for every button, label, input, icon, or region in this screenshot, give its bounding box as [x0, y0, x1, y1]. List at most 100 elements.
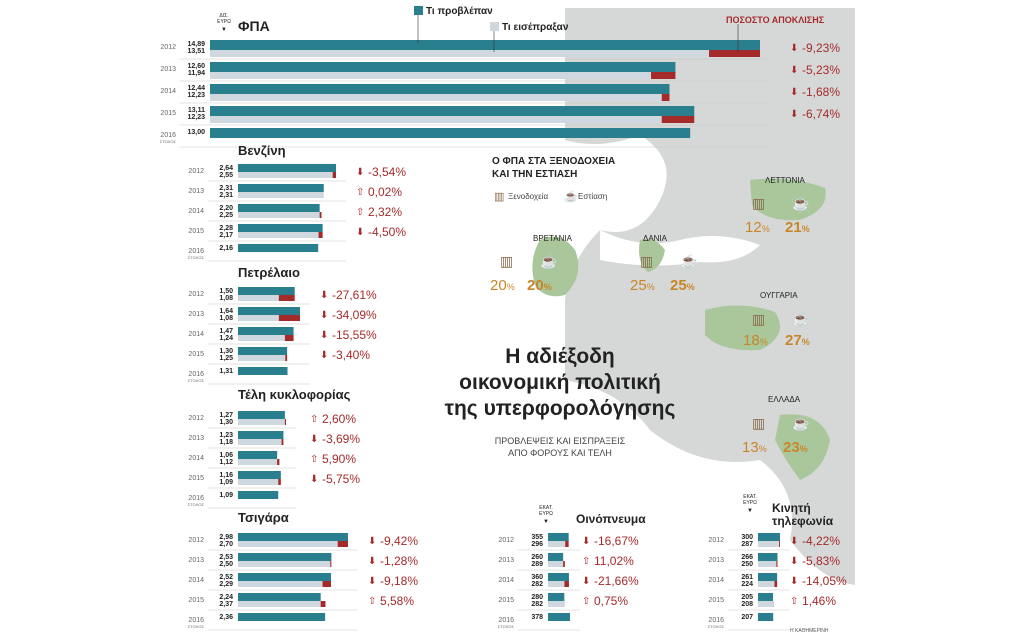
forecast-value: 280 [531, 594, 543, 601]
hotel-vat-pct: 12% [745, 219, 770, 236]
legend-deviation-label: ΠΟΣΟΣΤΟ ΑΠΟΚΛΙΣΗΣ [726, 15, 825, 25]
forecast-bar [238, 244, 319, 252]
deviation-bar [563, 561, 565, 567]
unit-label: ΕΥΡΩ [539, 511, 553, 517]
forecast-value: 2,31 [219, 185, 233, 192]
forecast-bar [238, 164, 336, 172]
collected-value: 13,51 [187, 48, 205, 55]
forecast-bar [238, 533, 348, 541]
deviation-bar [322, 581, 332, 587]
cup-icon: ☕ [792, 414, 809, 432]
forecast-bar [210, 40, 760, 50]
deviation-pct: -3,69% [322, 432, 360, 446]
deviation-bar [565, 541, 569, 547]
collected-value: 282 [531, 581, 543, 588]
collected-value: 2,70 [219, 541, 233, 548]
unit-label: ΕΚΑΤ. [743, 494, 757, 500]
deviation-pct: 5,58% [380, 594, 414, 608]
year-label-target: ΣΤΟΧΟΣ [188, 255, 205, 260]
deviation-bar [651, 72, 676, 79]
collected-bar [758, 561, 777, 567]
unit-label: ΔΙΣ. [219, 13, 228, 19]
panel-title: Κινητή [772, 501, 811, 515]
panel-title: Πετρέλαιο [238, 265, 300, 280]
collected-bar [238, 335, 285, 341]
hotel-icon: ▥ [752, 311, 765, 327]
forecast-bar [238, 471, 281, 479]
legend-collected-label: Τι εισέπραξαν [502, 22, 569, 33]
year-label: 2016 [160, 132, 176, 139]
unit-label: ΕΥΡΩ [217, 19, 231, 25]
dining-vat-pct: 25% [670, 277, 695, 294]
unit-label: ΕΥΡΩ [743, 500, 757, 506]
deviation-pct: 0,75% [594, 594, 628, 608]
year-label: 2015 [188, 597, 204, 604]
forecast-bar [548, 613, 570, 621]
year-label-target: ΣΤΟΧΟΣ [708, 624, 725, 629]
forecast-value: 2,20 [219, 205, 233, 212]
forecast-bar [238, 307, 300, 315]
forecast-value: 2,52 [219, 574, 233, 581]
cup-icon: ☕ [540, 252, 557, 270]
deviation-pct: -16,67% [594, 534, 639, 548]
collected-bar [238, 355, 286, 361]
collected-value: 2,31 [219, 192, 233, 199]
collected-value: 1,25 [219, 355, 233, 362]
down-arrow-icon: ⬇ [356, 227, 364, 238]
deviation-pct: 5,90% [322, 452, 356, 466]
year-label: 2015 [708, 597, 724, 604]
hotel-icon: ▥ [640, 253, 653, 269]
down-arrow-icon: ⬇ [582, 576, 590, 587]
year-label: 2012 [188, 291, 204, 298]
panel-title: Τσιγάρα [238, 510, 289, 525]
forecast-bar [238, 224, 323, 232]
country-name: ΛΕΤΤΟΝΙΑ [765, 176, 806, 185]
collected-bar [210, 72, 652, 79]
panel-title: Τέλη κυκλοφορίας [238, 387, 351, 402]
year-label: 2014 [708, 577, 724, 584]
down-arrow-icon: ⬇ [310, 434, 318, 445]
collected-value: 224 [741, 581, 753, 588]
forecast-bar [238, 347, 288, 355]
forecast-bar [238, 431, 284, 439]
map-sea-south [565, 380, 855, 620]
legend-forecast-swatch [414, 6, 423, 15]
down-arrow-icon: ⬇ [368, 576, 376, 587]
year-label-target: ΣΤΟΧΟΣ [160, 139, 177, 144]
collected-bar [210, 116, 662, 123]
forecast-bar [548, 573, 569, 581]
forecast-value: 360 [531, 574, 543, 581]
collected-bar [548, 581, 565, 587]
forecast-value: 207 [741, 614, 753, 621]
forecast-value: 1,64 [219, 308, 233, 315]
forecast-bar [238, 411, 285, 419]
forecast-bar [238, 367, 288, 375]
forecast-bar [238, 491, 279, 499]
collected-value: 1,24 [219, 335, 233, 342]
forecast-value: 2,64 [219, 165, 233, 172]
forecast-bar [548, 593, 565, 601]
year-label: 2013 [160, 66, 176, 73]
vat-map-dining-label: Εστίαση [578, 192, 608, 201]
year-label: 2012 [188, 168, 204, 175]
down-arrow-icon: ⬇ [790, 87, 798, 98]
collected-value: 1,08 [219, 315, 233, 322]
collected-bar [238, 295, 279, 301]
collected-value: 2,25 [219, 212, 233, 219]
forecast-value: 261 [741, 574, 753, 581]
deviation-bar [564, 581, 569, 587]
forecast-bar [238, 184, 324, 192]
year-label-target: ΣΤΟΧΟΣ [188, 502, 205, 507]
deviation-bar [330, 561, 332, 567]
deviation-pct: 0,02% [368, 185, 402, 199]
deviation-pct: -9,42% [380, 534, 418, 548]
country-name: ΔΑΝΙΑ [643, 234, 668, 243]
collected-bar [238, 479, 279, 485]
deviation-pct: -6,74% [802, 107, 840, 121]
collected-bar [548, 601, 565, 607]
year-label: 2016 [188, 495, 204, 502]
unit-arrow: ▼ [747, 508, 753, 514]
forecast-value: 1,47 [219, 328, 233, 335]
dining-vat-pct: 23% [783, 439, 808, 456]
